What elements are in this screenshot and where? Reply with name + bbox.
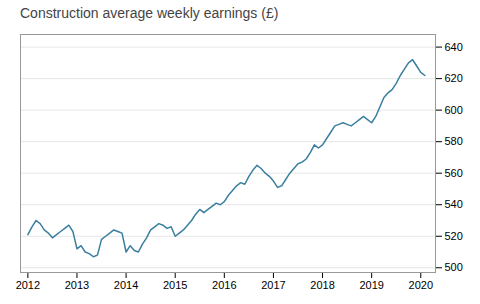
svg-text:2019: 2019 xyxy=(359,279,383,291)
svg-text:600: 600 xyxy=(445,104,463,116)
svg-text:500: 500 xyxy=(445,261,463,273)
svg-text:580: 580 xyxy=(445,135,463,147)
svg-text:2017: 2017 xyxy=(261,279,285,291)
svg-text:2014: 2014 xyxy=(114,279,138,291)
svg-text:560: 560 xyxy=(445,167,463,179)
svg-text:2013: 2013 xyxy=(65,279,89,291)
svg-text:2016: 2016 xyxy=(212,279,236,291)
svg-text:520: 520 xyxy=(445,230,463,242)
svg-text:2015: 2015 xyxy=(163,279,187,291)
html-text:Construction average weekly ea: Construction average weekly earnings (£) xyxy=(20,5,279,21)
svg-text:540: 540 xyxy=(445,198,463,210)
svg-text:620: 620 xyxy=(445,72,463,84)
svg-text:2020: 2020 xyxy=(409,279,433,291)
svg-text:2018: 2018 xyxy=(310,279,334,291)
svg-text:640: 640 xyxy=(445,41,463,53)
svg-text:2012: 2012 xyxy=(16,279,40,291)
